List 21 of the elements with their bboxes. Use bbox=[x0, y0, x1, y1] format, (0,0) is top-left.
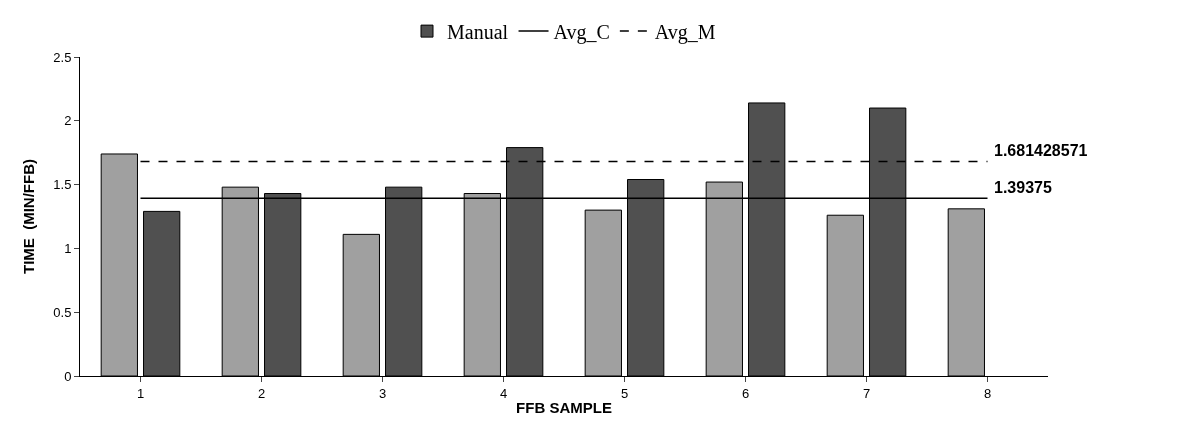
y-tick-label: 1 bbox=[64, 240, 72, 256]
y-tick-label: 0.5 bbox=[53, 304, 72, 320]
x-tick-label: 4 bbox=[499, 385, 508, 401]
x-tick-label: 5 bbox=[620, 385, 629, 401]
x-tick-label: 2 bbox=[257, 385, 266, 401]
x-tick-label: 7 bbox=[862, 385, 871, 401]
y-tick-label: 2 bbox=[64, 113, 72, 129]
x-tick-label: 3 bbox=[378, 385, 387, 401]
legend-label: Avg_M bbox=[654, 20, 716, 44]
y-tick-label: 1.5 bbox=[53, 177, 72, 193]
x-tick-label: 6 bbox=[741, 385, 750, 401]
legend-label: Avg_C bbox=[553, 20, 610, 44]
y-axis-title: TIME (MIN/FFB) bbox=[19, 159, 37, 274]
annotation: 1.39375 bbox=[994, 179, 1052, 196]
y-tick-label: 0 bbox=[64, 368, 72, 384]
y-tick-label: 2.5 bbox=[53, 49, 72, 65]
x-axis-title: FFB SAMPLE bbox=[516, 398, 612, 416]
x-tick-label: 1 bbox=[136, 385, 145, 401]
annotation: 1.681428571 bbox=[994, 142, 1088, 159]
legend-label: Manual bbox=[447, 20, 509, 43]
x-tick-label: 8 bbox=[983, 385, 992, 401]
